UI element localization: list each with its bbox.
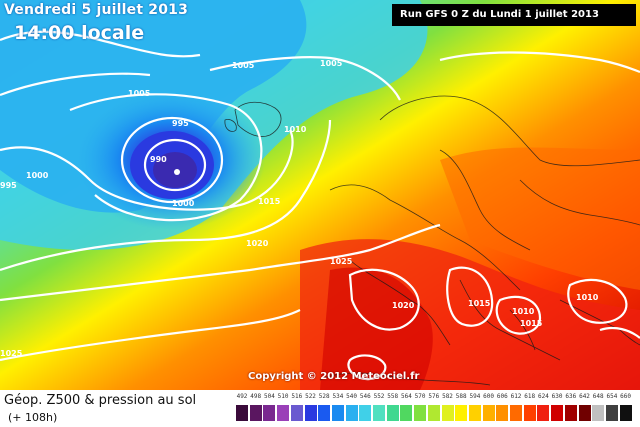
coastlines xyxy=(224,95,640,386)
isobar-label: 1005 xyxy=(128,89,151,98)
scale-tick-label: 606 xyxy=(496,393,508,400)
isobar-label: 1010 xyxy=(284,125,307,134)
scale-swatch xyxy=(510,405,522,421)
scale-tick-label: 522 xyxy=(305,393,316,400)
scale-tick-label: 540 xyxy=(346,393,358,400)
scale-tick-label: 546 xyxy=(359,393,371,400)
scale-swatch xyxy=(605,405,618,421)
scale-tick-label: 654 xyxy=(606,393,618,400)
isobar-label: 1005 xyxy=(320,59,343,68)
scale-swatch xyxy=(400,405,413,421)
scale-swatch xyxy=(249,405,262,421)
scale-swatch xyxy=(277,405,290,421)
isobar-lines xyxy=(0,30,640,381)
forecast-time: 14:00 locale xyxy=(14,22,145,44)
copyright-notice: Copyright © 2012 Meteociel.fr xyxy=(248,371,420,382)
low-pressure-center xyxy=(174,169,180,175)
scale-tick-label: 642 xyxy=(579,393,590,400)
isobar-label: 1020 xyxy=(246,239,269,248)
isobar-labels: 1005 1005 995 990 1000 1000 995 1010 101… xyxy=(0,59,599,358)
color-scale: 492 498 504 510 516 522 528 534 540 546 552 558 564 5… xyxy=(236,393,638,423)
isobar-label: 1010 xyxy=(512,307,535,316)
legend-subtitle: (+ 108h) xyxy=(8,411,58,424)
scale-swatch xyxy=(290,405,303,421)
scale-swatch xyxy=(523,405,536,421)
run-info-banner: Run GFS 0 Z du Lundi 1 juillet 2013 xyxy=(392,4,636,26)
scale-swatch xyxy=(619,405,632,421)
scale-swatch xyxy=(455,405,468,421)
scale-tick-label: 624 xyxy=(537,393,549,400)
scale-swatch xyxy=(263,405,276,421)
isobar-label: 1025 xyxy=(330,257,353,266)
scale-swatch xyxy=(592,405,605,421)
scale-tick-label: 648 xyxy=(592,393,604,400)
scale-swatch xyxy=(386,405,399,421)
isobar-label: 1000 xyxy=(172,199,195,208)
scale-tick-label: 498 xyxy=(250,393,262,400)
scale-tick-label: 492 xyxy=(236,393,248,400)
scale-swatch xyxy=(496,405,509,421)
scale-tick-label: 612 xyxy=(510,393,522,400)
scale-tick-label: 564 xyxy=(400,393,412,400)
scale-tick-label: 558 xyxy=(387,393,399,400)
isobar-label: 1015 xyxy=(520,319,543,328)
isobar-label: 995 xyxy=(0,181,17,190)
scale-swatch xyxy=(482,405,495,421)
scale-swatch xyxy=(318,405,331,421)
scale-swatch xyxy=(414,405,427,421)
isobar-label: 1020 xyxy=(392,301,415,310)
isobar-label: 1025 xyxy=(0,349,23,358)
scale-swatch xyxy=(537,405,550,421)
scale-tick-label: 528 xyxy=(318,393,330,400)
scale-tick-label: 630 xyxy=(551,393,563,400)
isobar-label: 1015 xyxy=(258,197,281,206)
scale-swatch xyxy=(468,405,481,421)
scale-swatch xyxy=(441,405,454,421)
scale-swatch xyxy=(564,405,577,421)
geopotential-field: 1005 1005 995 990 1000 1000 995 1010 101… xyxy=(0,0,640,390)
scale-tick-label: 588 xyxy=(455,393,467,400)
scale-swatch xyxy=(331,405,344,421)
scale-swatch xyxy=(427,405,440,421)
isobar-label: 1005 xyxy=(232,61,255,70)
scale-tick-label: 510 xyxy=(277,393,289,400)
isobar-label: 990 xyxy=(150,155,167,164)
scale-tick-label: 618 xyxy=(524,393,536,400)
scale-swatch xyxy=(236,405,248,421)
scale-swatch xyxy=(551,405,564,421)
scale-tick-label: 570 xyxy=(414,393,426,400)
scale-tick-label: 582 xyxy=(442,393,453,400)
scale-swatch xyxy=(373,405,385,421)
scale-tick-label: 516 xyxy=(291,393,303,400)
scale-tick-label: 600 xyxy=(483,393,495,400)
scale-tick-label: 660 xyxy=(620,393,632,400)
scale-tick-label: 636 xyxy=(565,393,577,400)
isobar-label: 995 xyxy=(172,119,189,128)
legend-footer: Géop. Z500 & pression au sol (+ 108h) 49… xyxy=(0,390,640,427)
scale-swatch xyxy=(578,405,591,421)
scale-tick-label: 552 xyxy=(373,393,385,400)
scale-tick-label: 504 xyxy=(263,393,275,400)
scale-tick-label: 534 xyxy=(332,393,344,400)
forecast-date: Vendredi 5 juillet 2013 xyxy=(4,2,189,18)
legend-title: Géop. Z500 & pression au sol xyxy=(4,393,197,408)
weather-map: 1005 1005 995 990 1000 1000 995 1010 101… xyxy=(0,0,640,390)
scale-swatch xyxy=(304,405,317,421)
scale-tick-label: 576 xyxy=(428,393,440,400)
scale-swatch xyxy=(359,405,372,421)
isobar-label: 1010 xyxy=(576,293,599,302)
isobar-label: 1015 xyxy=(468,299,491,308)
isobar-label: 1000 xyxy=(26,171,49,180)
scale-swatch xyxy=(345,405,358,421)
scale-tick-label: 594 xyxy=(469,393,481,400)
